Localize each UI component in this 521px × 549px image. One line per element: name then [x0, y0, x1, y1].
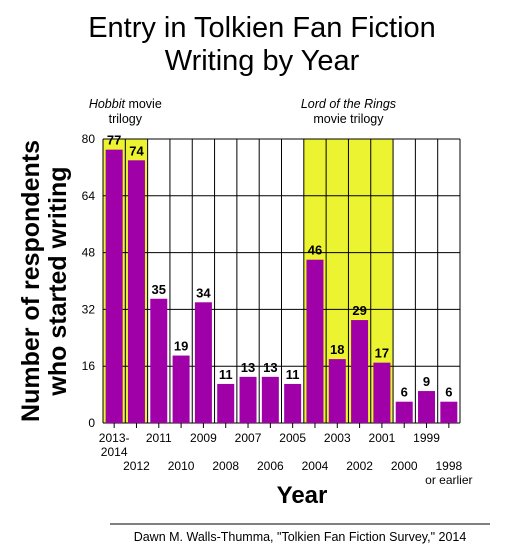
- y-tick-label-5: 80: [82, 132, 96, 146]
- y-axis-label-line-2: who started writing: [44, 166, 72, 396]
- bar-value-label-4: 34: [196, 285, 211, 300]
- y-tick-labels: 0 16 32 48 64 80: [82, 132, 96, 430]
- x-axis-label: Year: [277, 482, 328, 509]
- bar-value-label-5: 11: [219, 367, 233, 382]
- bar-value-label-13: 6: [401, 385, 408, 400]
- x-tick-label-10: 2003: [324, 431, 351, 445]
- x-tick-label-8: 2005: [279, 431, 306, 445]
- x-tick-label-11: 2002: [346, 459, 373, 473]
- highlight-label-1-line-2: movie trilogy: [313, 112, 384, 126]
- bar-13: [395, 401, 413, 423]
- y-tick-label-0: 0: [88, 416, 95, 430]
- bar-value-label-14: 9: [423, 374, 430, 389]
- x-tick-label-1: 2012: [123, 459, 150, 473]
- bars: [105, 149, 458, 424]
- x-tick-label-2: 2011: [146, 431, 172, 445]
- highlight-label-0-line-2: trilogy: [109, 112, 143, 126]
- x-tick-label-12: 2001: [369, 431, 396, 445]
- bar-4: [194, 302, 212, 423]
- grid: [102, 138, 461, 428]
- highlight-label-0-line-1: Hobbit movie: [89, 97, 162, 111]
- bar-12: [373, 362, 391, 423]
- credit-text: Dawn M. Walls-Thumma, "Tolkien Fan Ficti…: [134, 530, 467, 544]
- bar-11: [351, 320, 369, 423]
- x-tick-label-0-line-1: 2014: [101, 445, 128, 459]
- bar-15: [440, 401, 458, 423]
- chart-title-line-1: Entry in Tolkien Fan Fiction: [88, 12, 436, 44]
- bar-value-label-0: 77: [107, 133, 121, 148]
- x-tick-label-15-line-0: 1998: [435, 459, 462, 473]
- x-tick-label-14: 1999: [413, 431, 440, 445]
- bar-1: [127, 160, 145, 424]
- bar-value-label-1: 74: [129, 143, 144, 158]
- bar-value-label-2: 35: [152, 282, 166, 297]
- x-tick-label-13: 2000: [391, 459, 418, 473]
- bar-value-label-10: 18: [330, 342, 344, 357]
- bar-5: [217, 383, 235, 423]
- x-tick-label-3: 2010: [168, 459, 195, 473]
- bar-value-label-9: 46: [308, 243, 322, 258]
- bar-value-label-12: 17: [375, 346, 389, 361]
- x-tick-label-5: 2008: [212, 459, 239, 473]
- x-tick-label-15-line-1: or earlier: [425, 473, 472, 487]
- bar-14: [418, 391, 436, 423]
- y-tick-label-3: 48: [82, 246, 96, 260]
- bar-labels: 77 74 35 19 34 11 13 13 11 46 18 29 17 696: [107, 133, 453, 400]
- bar-value-label-15: 6: [445, 385, 452, 400]
- x-tick-label-6: 2007: [235, 431, 262, 445]
- bar-value-label-7: 13: [263, 360, 277, 375]
- bar-10: [328, 359, 346, 423]
- bar-value-label-8: 11: [286, 367, 300, 382]
- bar-value-label-6: 13: [241, 360, 255, 375]
- x-tick-label-4: 2009: [190, 431, 217, 445]
- highlight-label-1-italic: Lord of the Rings: [301, 97, 396, 111]
- chart-title-line-2: Writing by Year: [165, 45, 360, 77]
- highlight-label-0-rest: movie: [125, 97, 162, 111]
- x-tick-label-0-line-0: 2013-: [99, 431, 130, 445]
- bar-7: [261, 376, 279, 423]
- y-tick-label-4: 64: [82, 189, 96, 203]
- bar-0: [105, 149, 123, 423]
- highlight-label-1-line-1: Lord of the Rings: [301, 97, 396, 111]
- bar-8: [284, 383, 302, 423]
- bar-3: [172, 355, 190, 423]
- bar-6: [239, 376, 257, 423]
- highlight-label-0-italic: Hobbit: [89, 97, 126, 111]
- x-tick-label-9: 2004: [302, 459, 329, 473]
- y-axis-label-line-1: Number of respondents: [17, 140, 45, 422]
- bar-value-label-3: 19: [174, 339, 188, 354]
- x-tick-label-7: 2006: [257, 459, 284, 473]
- y-tick-label-2: 32: [82, 302, 96, 316]
- y-tick-label-1: 16: [82, 359, 96, 373]
- bar-value-label-11: 29: [352, 303, 366, 318]
- bar-9: [306, 259, 324, 423]
- bar-2: [150, 298, 168, 423]
